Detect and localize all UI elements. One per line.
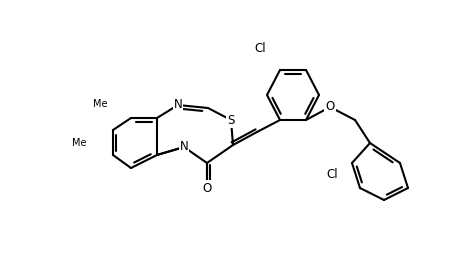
Text: Me: Me — [94, 99, 108, 109]
Text: O: O — [202, 182, 211, 195]
Text: Me: Me — [72, 138, 87, 148]
Text: N: N — [173, 99, 182, 112]
Text: N: N — [179, 140, 188, 153]
Text: S: S — [227, 114, 234, 126]
Text: Cl: Cl — [325, 168, 337, 182]
Text: O: O — [325, 101, 334, 114]
Text: Cl: Cl — [254, 41, 265, 55]
